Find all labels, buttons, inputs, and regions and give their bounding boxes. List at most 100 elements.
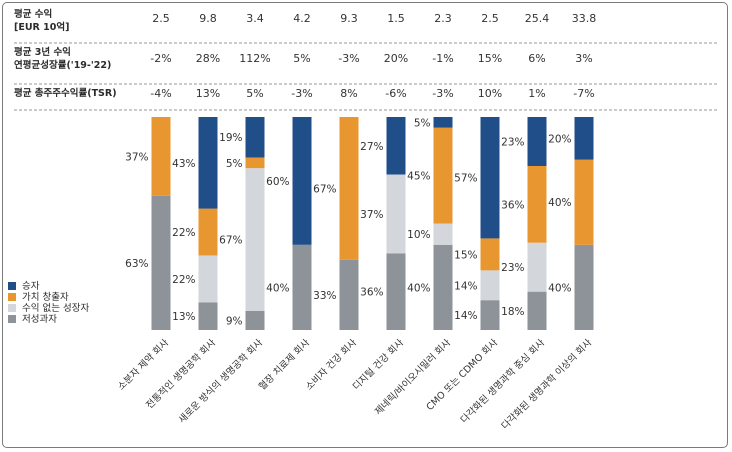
table-row-label: 평균 3년 수익 xyxy=(14,46,71,58)
bar-value-label: 67% xyxy=(219,234,242,246)
bar-value-label: 9% xyxy=(226,315,243,327)
table-cell-value: -1% xyxy=(432,52,453,65)
bar-segment xyxy=(245,157,265,169)
bar-segment xyxy=(433,244,453,330)
table-cell-value: 2.3 xyxy=(434,12,452,25)
bar-segment xyxy=(245,310,265,330)
bar-value-label: 33% xyxy=(313,290,336,302)
table-row-label: 연평균성장률('19-'22) xyxy=(14,59,111,71)
bar-value-label: 27% xyxy=(360,141,383,153)
table-cell-value: 10% xyxy=(478,87,502,100)
legend-swatch xyxy=(8,282,16,290)
bar-value-label: 5% xyxy=(414,117,431,129)
bar-segment xyxy=(527,117,547,166)
bar-value-label: 23% xyxy=(501,136,524,148)
table-cell-value: 3% xyxy=(575,52,592,65)
bar-value-label: 23% xyxy=(501,262,524,274)
table-row-label: [EUR 10억] xyxy=(14,21,69,33)
bar-value-label: 15% xyxy=(454,249,477,261)
table-cell-value: 3.4 xyxy=(246,12,264,25)
bar-segment xyxy=(480,117,500,239)
table-cell-value: 1% xyxy=(528,87,545,100)
table-row-label: 평균 수익 xyxy=(14,8,52,20)
bar-segment xyxy=(527,165,547,243)
bar-segment xyxy=(433,117,453,128)
bar-value-label: 13% xyxy=(172,311,195,323)
bar-value-label: 40% xyxy=(548,282,571,294)
bar-segment xyxy=(574,244,594,330)
bar-value-label: 22% xyxy=(172,274,195,286)
bar-segment xyxy=(386,253,406,330)
table-cell-value: 6% xyxy=(528,52,545,65)
bar-value-label: 67% xyxy=(313,183,336,195)
bar-segment xyxy=(245,168,265,311)
table-cell-value: 5% xyxy=(246,87,263,100)
category-label: 다각화된 생명과학 이상의 회사 xyxy=(499,336,594,431)
bar-segment xyxy=(527,242,547,292)
bar-value-label: 45% xyxy=(407,171,430,183)
bar-value-label: 40% xyxy=(407,282,430,294)
bar-value-label: 63% xyxy=(125,258,148,270)
bar-value-label: 20% xyxy=(548,133,571,145)
table-cell-value: 2.5 xyxy=(481,12,499,25)
table-cell-value: -3% xyxy=(338,52,359,65)
table-cell-value: -2% xyxy=(150,52,171,65)
legend-label: 승자 xyxy=(22,281,40,292)
legend-label: 가치 창출자 xyxy=(22,291,69,303)
table-cell-value: 15% xyxy=(478,52,502,65)
bar-value-label: 5% xyxy=(226,158,243,170)
table-cell-value: 5% xyxy=(293,52,310,65)
legend-label: 수익 없는 성장자 xyxy=(22,302,89,314)
bar-segment xyxy=(480,238,500,271)
table-cell-value: -3% xyxy=(291,87,312,100)
bar-segment xyxy=(480,270,500,301)
legend-swatch xyxy=(8,304,16,312)
category-label: 새로운 방식의 생명공학 회사 xyxy=(177,337,266,426)
bar-value-label: 10% xyxy=(407,229,430,241)
bar-value-label: 40% xyxy=(266,282,289,294)
bar-value-label: 37% xyxy=(125,151,148,163)
bar-segment xyxy=(574,117,594,160)
bar-segment xyxy=(198,255,218,303)
bar-value-label: 36% xyxy=(360,287,383,299)
table-cell-value: 2.5 xyxy=(152,12,170,25)
bar-segment xyxy=(339,259,359,330)
table-cell-value: 13% xyxy=(196,87,220,100)
bar-value-label: 60% xyxy=(266,176,289,188)
legend-label: 저성과자 xyxy=(22,314,57,325)
category-label: 다각화된 생명과학 중심 회사 xyxy=(458,336,547,425)
bar-segment xyxy=(198,302,218,330)
table-cell-value: 112% xyxy=(239,52,270,65)
bar-segment xyxy=(527,291,547,330)
bar-value-label: 14% xyxy=(454,310,477,322)
bar-segment xyxy=(245,117,265,158)
bar-value-label: 19% xyxy=(219,132,242,144)
bar-value-label: 36% xyxy=(501,199,524,211)
table-cell-value: 9.3 xyxy=(340,12,358,25)
table-cell-value: 9.8 xyxy=(199,12,217,25)
category-label: 제네릭/바이오시밀러 회사 xyxy=(372,336,453,417)
bar-segment xyxy=(198,117,218,209)
bar-value-label: 57% xyxy=(454,173,477,185)
bar-value-label: 14% xyxy=(454,280,477,292)
bar-value-label: 43% xyxy=(172,158,195,170)
table-cell-value: 8% xyxy=(340,87,357,100)
table-cell-value: -7% xyxy=(573,87,594,100)
table-cell-value: 4.2 xyxy=(293,12,311,25)
bar-segment xyxy=(339,117,359,260)
bar-segment xyxy=(386,117,406,175)
bar-segment xyxy=(574,159,594,245)
bar-segment xyxy=(480,300,500,330)
bar-segment xyxy=(151,195,171,330)
bar-segment xyxy=(151,117,171,196)
bar-segment xyxy=(198,208,218,256)
bar-value-label: 18% xyxy=(501,306,524,318)
bar-segment xyxy=(292,117,312,245)
bar-value-label: 37% xyxy=(360,209,383,221)
table-row-label: 평균 총주주수익률(TSR) xyxy=(14,87,117,99)
table-cell-value: 20% xyxy=(384,52,408,65)
bar-segment xyxy=(433,223,453,245)
table-cell-value: -6% xyxy=(385,87,406,100)
table-cell-value: 33.8 xyxy=(572,12,597,25)
